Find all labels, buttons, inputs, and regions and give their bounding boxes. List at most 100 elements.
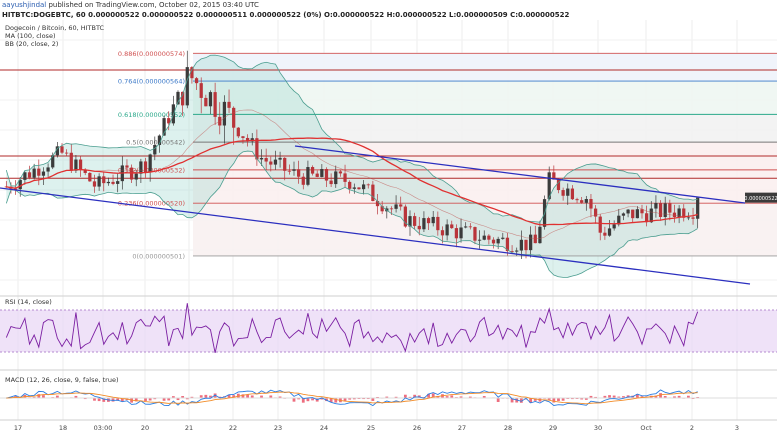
candle-body [41, 171, 46, 176]
candle-body [682, 208, 686, 218]
macd-histogram-bar [55, 395, 59, 399]
macd-histogram-bar [93, 398, 96, 401]
macd-histogram-bar [635, 394, 639, 399]
macd-histogram-bar [547, 398, 551, 400]
macd-histogram-bar [603, 395, 607, 399]
x-tick-label: 21 [185, 424, 193, 432]
candle-body [408, 216, 412, 227]
candle-body [505, 237, 510, 252]
legend-bb: BB (20, close, 2) [5, 40, 59, 48]
candle-body [204, 97, 208, 107]
candle-body [570, 188, 575, 200]
candle-body [487, 235, 491, 240]
candle-body [547, 172, 551, 200]
candle-body [13, 188, 18, 190]
candle-body [153, 145, 157, 155]
candle-body [607, 228, 612, 236]
candle-body [134, 173, 138, 180]
candle-body [677, 208, 681, 218]
candle-body [477, 239, 482, 241]
candle-body [672, 212, 677, 218]
author-link[interactable]: aayushjindal [2, 1, 47, 9]
macd-histogram-bar [343, 398, 347, 402]
candle-body [88, 172, 92, 182]
candle-body [663, 203, 667, 217]
candle-body [74, 159, 78, 171]
fib-level-label: 0.5(0.000000542) [126, 139, 185, 147]
macd-histogram-bar [334, 398, 338, 403]
macd-pane [0, 389, 777, 407]
candle-body [264, 158, 268, 162]
candle-body [413, 216, 417, 226]
last-price-label: 0.000000522 [744, 196, 777, 202]
candle-body [394, 204, 398, 209]
candle-body [621, 213, 626, 216]
candle-body [23, 172, 27, 180]
macd-histogram-bar [306, 398, 310, 402]
candle-body [635, 209, 639, 219]
candle-body [348, 181, 352, 189]
macd-histogram-bar [292, 398, 296, 402]
candle-body [445, 224, 449, 236]
macd-histogram-bar [148, 398, 152, 401]
macd-histogram-bar [250, 395, 254, 399]
publisher-line: aayushjindal published on TradingView.co… [2, 1, 259, 9]
moving-average-line [6, 137, 698, 226]
candle-body [686, 217, 691, 219]
macd-histogram-bar [659, 393, 662, 399]
fib-level-label: 0.764(0.000000564) [118, 78, 185, 86]
candle-body [352, 187, 356, 189]
candle-body [287, 170, 291, 172]
channel-upper-line [294, 145, 746, 204]
candle-body [315, 173, 319, 177]
candle-body [399, 204, 403, 207]
candle-body [533, 234, 537, 244]
candle-body [403, 206, 407, 227]
macd-histogram-bar [482, 396, 486, 399]
candle-body [236, 127, 240, 137]
bollinger-upper [5, 54, 698, 223]
macd-histogram-bar [209, 395, 212, 399]
candle-body [245, 137, 250, 142]
candle-body [668, 203, 672, 213]
candle-body [157, 135, 162, 146]
channel-lower-line [0, 187, 751, 285]
x-tick-label: 20 [141, 424, 149, 432]
candle-body [552, 172, 556, 180]
macd-histogram-bar [366, 398, 370, 400]
candle-body [255, 138, 259, 160]
fib-level-label: 0.236(0.000000520) [118, 200, 185, 208]
macd-histogram-bar [557, 398, 560, 402]
candle-body [273, 159, 278, 165]
macd-histogram-bar [552, 398, 556, 403]
candle-body [78, 159, 83, 170]
macd-histogram-bar [385, 396, 389, 399]
candle-body [389, 208, 394, 210]
candle-body [598, 216, 602, 233]
macd-histogram-bar [612, 395, 616, 399]
candle-body [501, 237, 505, 239]
x-tick-label: 26 [413, 424, 421, 432]
macd-histogram-bar [120, 398, 124, 402]
macd-histogram-bar [575, 398, 579, 400]
candle-body [361, 184, 366, 190]
macd-line [6, 389, 698, 407]
fib-retracement: 0.886(0.000000574) 0.764(0.000000564) 0.61… [0, 50, 777, 260]
macd-histogram-bar [42, 395, 45, 399]
candle-body [658, 203, 663, 217]
macd-histogram-bar [37, 394, 41, 399]
x-tick-label: 25 [367, 424, 375, 432]
candle-body [561, 190, 565, 196]
x-tick-label: Oct [640, 424, 652, 432]
macd-histogram-bar [241, 394, 245, 399]
fib-level-label: 0.886(0.000000574) [118, 50, 185, 58]
macd-histogram-bar [232, 395, 236, 399]
candle-body [213, 92, 217, 117]
legend-title: Dogecoin / Bitcoin, 60, HITBTC [5, 24, 105, 32]
macd-label: MACD (12, 26, close, 9, false, true) [5, 376, 119, 384]
candle-body [310, 167, 315, 174]
rsi-pane [0, 303, 777, 353]
macd-histogram-bar [199, 395, 203, 399]
x-tick-label: 03:00 [94, 424, 113, 432]
